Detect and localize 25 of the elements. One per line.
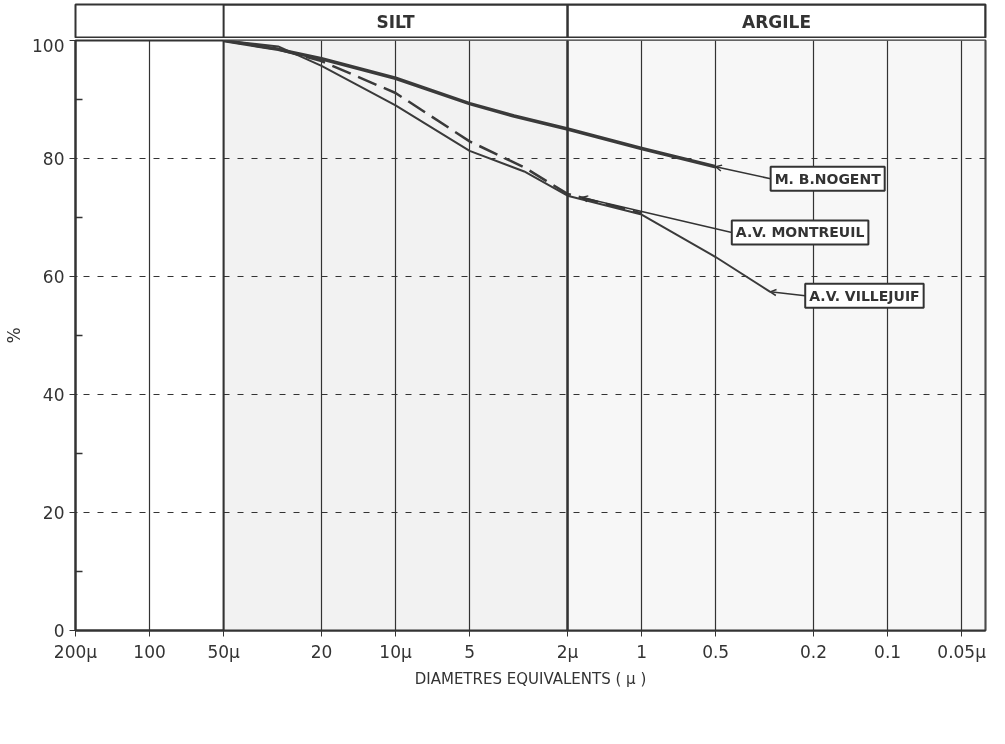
- x-axis-title: DIAMETRES EQUIVALENTS ( µ ): [414, 669, 647, 688]
- x-tick-label: 10µ: [379, 641, 412, 662]
- y-axis-title: %: [4, 327, 25, 344]
- x-tick-label: 0.2: [800, 641, 828, 662]
- band-label: ARGILE: [742, 11, 812, 32]
- x-tick-label: 2µ: [556, 641, 579, 662]
- x-tick-label: 5: [464, 641, 476, 662]
- y-tick-label: 0: [53, 621, 65, 641]
- x-tick-label: 0.1: [874, 641, 902, 662]
- y-tick-label: 40: [42, 385, 65, 405]
- x-tick-label: 50µ: [207, 641, 241, 662]
- x-tick-label: 20: [310, 641, 333, 662]
- band-label: SILT: [376, 11, 416, 32]
- x-tick-label: 200µ: [53, 641, 98, 662]
- x-tick-label: 100: [133, 641, 166, 662]
- x-tick-label: 0.05µ: [937, 641, 987, 662]
- y-tick-label: 100: [32, 35, 65, 56]
- annotation: M. B.NOGENT: [774, 170, 882, 187]
- annotation: A.V. VILLEJUIF: [809, 287, 920, 304]
- x-tick-label: 0.5: [702, 641, 730, 662]
- y-tick-label: 80: [42, 149, 65, 169]
- y-tick-label: 60: [42, 267, 65, 287]
- annotation: A.V. MONTREUIL: [735, 224, 865, 241]
- y-tick-label: 20: [42, 503, 65, 523]
- x-tick-label: 1: [636, 641, 648, 662]
